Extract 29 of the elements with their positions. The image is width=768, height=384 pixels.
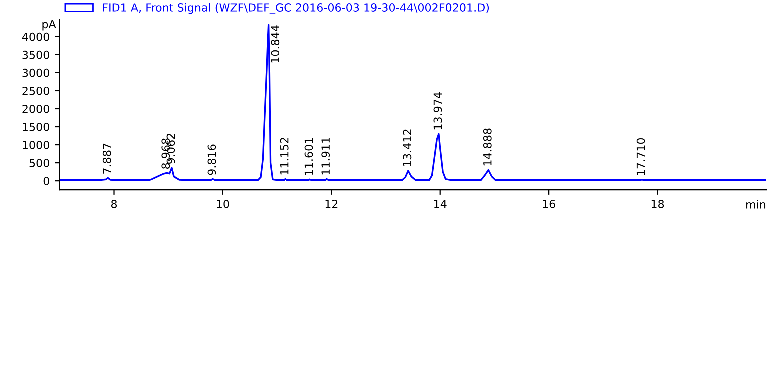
annotation: 10.844 — [271, 26, 280, 63]
x-tick-label: 14 — [434, 200, 447, 208]
x-tick-label: 12 — [326, 200, 338, 208]
y-tick-label: 3500 — [22, 50, 50, 60]
annotation: 9.816 — [208, 144, 216, 176]
y-tick-label: 2000 — [22, 104, 50, 114]
y-tick-label: 1000 — [23, 141, 50, 150]
y-tick-label: 0 — [44, 177, 50, 186]
x-tick-label: 8 — [111, 200, 118, 208]
annotation: 14.888 — [483, 128, 492, 166]
annotation: 11.152 — [280, 138, 289, 175]
annotation: 13.974 — [434, 92, 442, 130]
x-tick-label: 16 — [543, 200, 556, 208]
y-axis-title: pA — [42, 20, 56, 31]
annotation: 17.710 — [636, 138, 646, 176]
legend-label: FID1 A, Front Signal (WZF\DEF_GC 2016-06-03 19-30-44\002F0201.D) — [103, 3, 490, 14]
y-tick-label: 3000 — [22, 68, 50, 78]
y-tick-label: 4000 — [22, 32, 50, 42]
x-axis-title: min — [746, 200, 766, 209]
x-tick-label: 10 — [217, 200, 230, 208]
annotation: 11.911 — [322, 138, 330, 175]
line-series — [60, 24, 766, 182]
y-tick-label: 500 — [30, 159, 50, 168]
annotation: 7.887 — [102, 144, 112, 174]
y-tick-label: 2500 — [22, 86, 50, 96]
annotation: 11.601 — [304, 138, 314, 176]
annotation: 13.412 — [403, 130, 412, 166]
y-tick-label: 1500 — [23, 122, 50, 132]
x-tick-label: 18 — [652, 200, 664, 208]
